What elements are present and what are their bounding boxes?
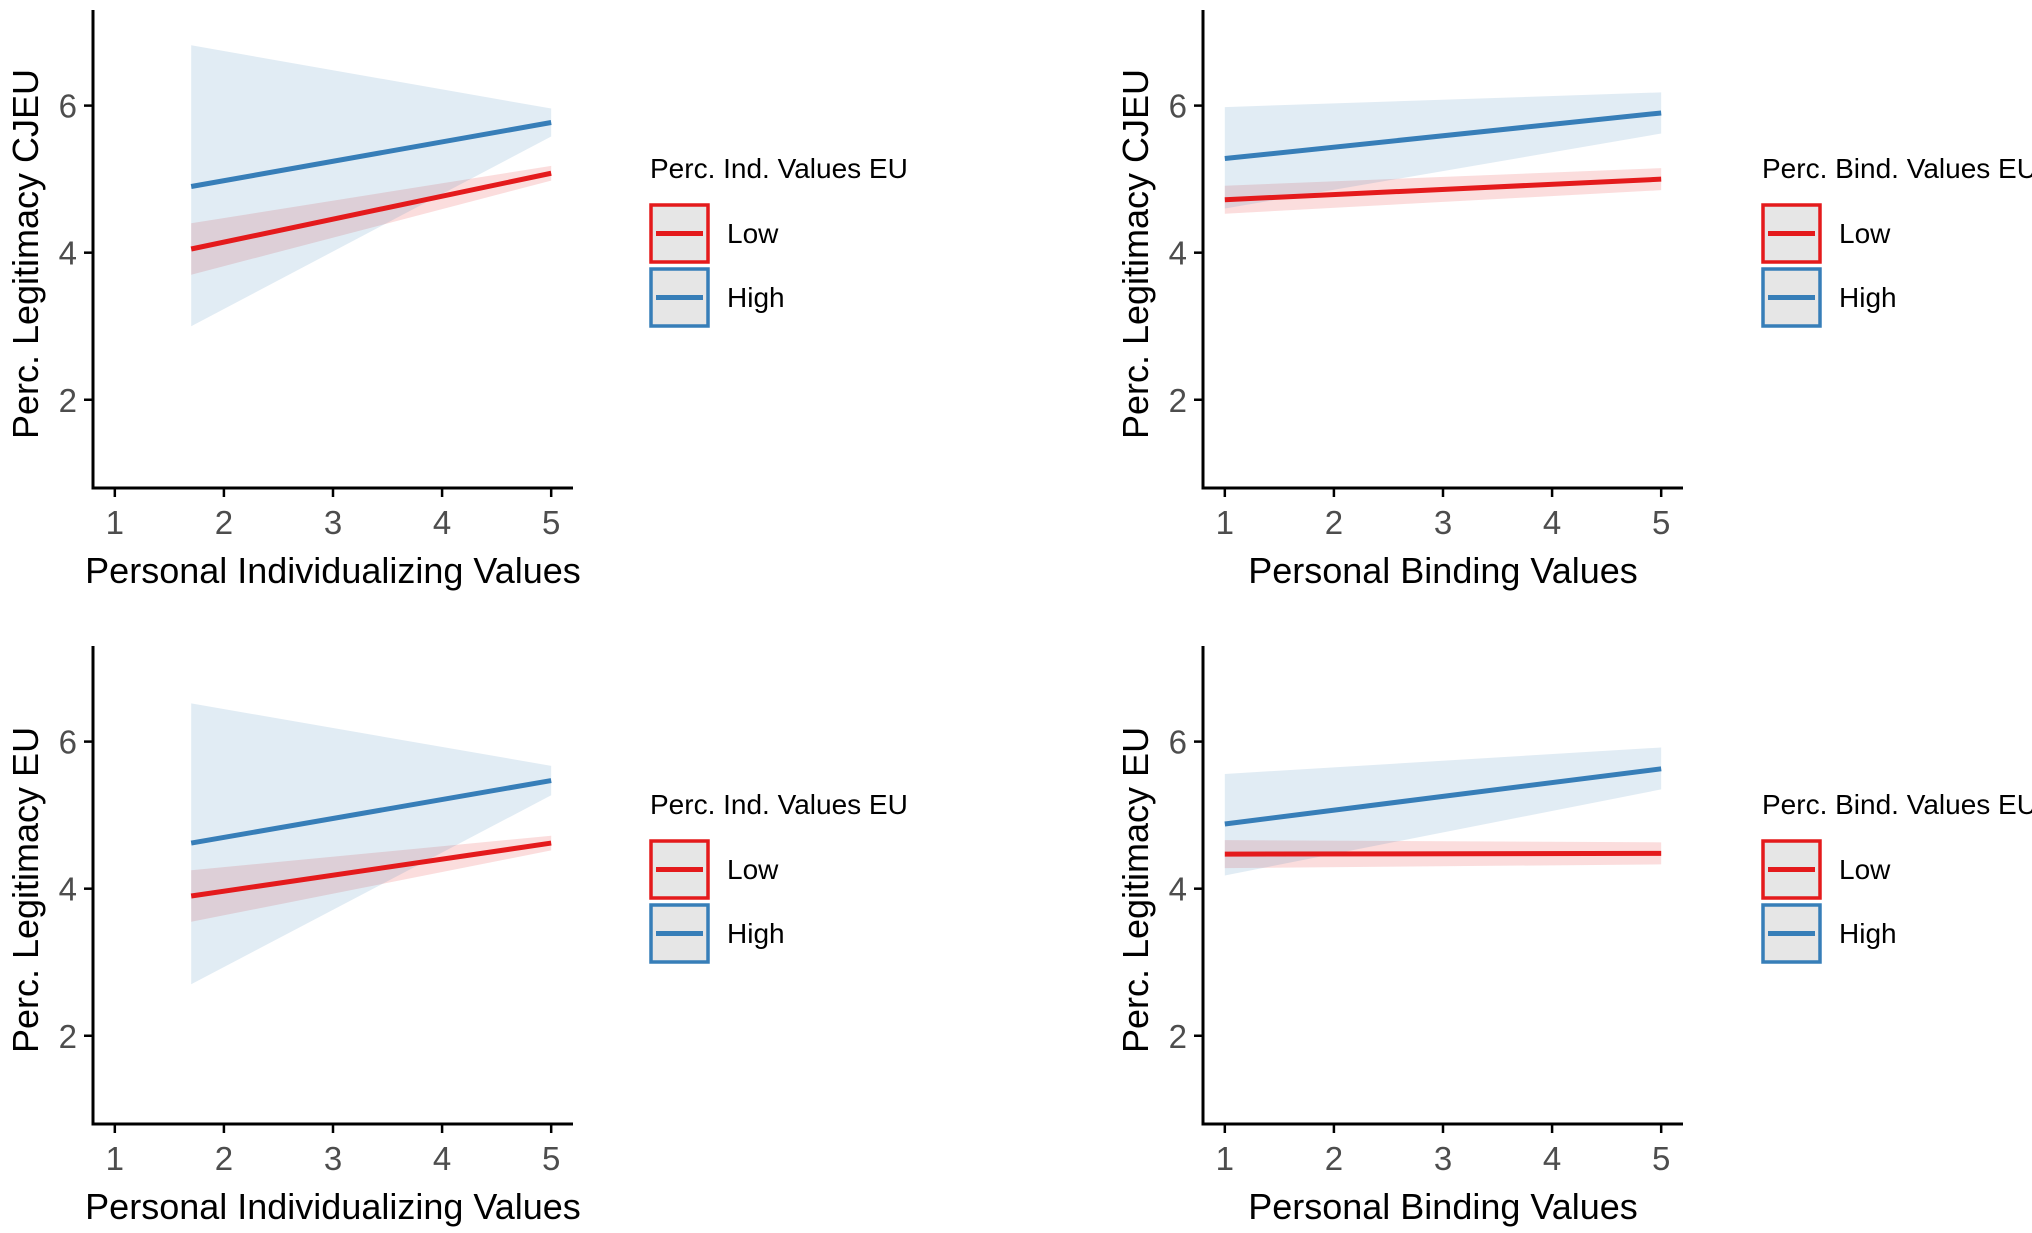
- line-low-bottom-left: [190, 840, 552, 899]
- ci-band-high-top-left: [191, 45, 552, 327]
- x-tick-label: 5: [1652, 504, 1670, 541]
- legend-label-high: High: [1839, 282, 1897, 313]
- y-tick-label: 2: [1169, 382, 1187, 419]
- x-axis-title: Personal Individualizing Values: [85, 1186, 581, 1227]
- x-axis-title: Personal Binding Values: [1248, 550, 1638, 591]
- x-tick-label: 3: [324, 504, 342, 541]
- x-tick-label: 4: [433, 1140, 451, 1177]
- ci-band-high-top-right: [1224, 92, 1662, 209]
- line-low-top-right: [1224, 176, 1662, 203]
- legend-label-low: Low: [1839, 218, 1891, 249]
- y-axis-title: Perc. Legitimacy CJEU: [1115, 69, 1156, 439]
- y-tick-label: 6: [1169, 724, 1187, 761]
- y-axis-title: Perc. Legitimacy EU: [1115, 727, 1156, 1053]
- y-tick-label: 2: [59, 1018, 77, 1055]
- legend: Perc. Ind. Values EU Low High: [649, 789, 908, 964]
- chart-panel-top-left: 1 2 3 4 5 2 4 6 Personal Individualizing Values P…: [5, 10, 908, 591]
- x-tick-label: 2: [1325, 504, 1343, 541]
- line-low-bottom-right: [1224, 850, 1662, 857]
- legend-title: Perc. Bind. Values EU: [1762, 789, 2032, 820]
- legend-label-low: Low: [727, 854, 779, 885]
- y-tick-label: 2: [59, 382, 77, 419]
- x-tick-label: 3: [324, 1140, 342, 1177]
- x-tick-label: 4: [433, 504, 451, 541]
- legend-title: Perc. Ind. Values EU: [650, 153, 908, 184]
- x-tick-label: 5: [1652, 1140, 1670, 1177]
- line-low-top-left: [190, 170, 552, 252]
- x-tick-label: 2: [215, 504, 233, 541]
- line-high-bottom-right: [1224, 766, 1662, 827]
- x-tick-label: 1: [1216, 1140, 1234, 1177]
- chart-panel-bottom-left: 1 2 3 4 5 2 4 6 Personal Individualizing Values P…: [5, 646, 908, 1227]
- y-tick-label: 6: [59, 88, 77, 125]
- x-tick-label: 1: [106, 1140, 124, 1177]
- legend-title: Perc. Ind. Values EU: [650, 789, 908, 820]
- y-tick-label: 6: [1169, 88, 1187, 125]
- y-tick-label: 2: [1169, 1018, 1187, 1055]
- x-axis-title: Personal Binding Values: [1248, 1186, 1638, 1227]
- line-high-top-left: [190, 120, 552, 189]
- x-axis-title: Personal Individualizing Values: [85, 550, 581, 591]
- x-tick-label: 1: [1216, 504, 1234, 541]
- chart-panel-bottom-right: 1 2 3 4 5 2 4 6 Personal Binding Values Perc. Leg…: [1115, 646, 2032, 1227]
- x-tick-label: 3: [1434, 1140, 1452, 1177]
- x-tick-label: 5: [542, 504, 560, 541]
- legend-title: Perc. Bind. Values EU: [1762, 153, 2032, 184]
- ci-band-high-bottom-right: [1224, 747, 1662, 876]
- legend-label-high: High: [727, 918, 785, 949]
- x-tick-label: 2: [215, 1140, 233, 1177]
- chart-panel-top-right: 1 2 3 4 5 2 4 6 Personal Binding Values Perc. Leg…: [1115, 10, 2032, 591]
- legend-label-high: High: [1839, 918, 1897, 949]
- x-tick-label: 3: [1434, 504, 1452, 541]
- y-axis-title: Perc. Legitimacy EU: [5, 727, 46, 1053]
- legend: Perc. Bind. Values EU Low High: [1761, 789, 2032, 964]
- x-tick-label: 4: [1543, 504, 1561, 541]
- y-tick-label: 4: [59, 235, 77, 272]
- y-tick-label: 4: [59, 871, 77, 908]
- y-tick-label: 6: [59, 724, 77, 761]
- legend-label-low: Low: [727, 218, 779, 249]
- x-tick-label: 4: [1543, 1140, 1561, 1177]
- legend-label-low: Low: [1839, 854, 1891, 885]
- x-tick-label: 1: [106, 504, 124, 541]
- legend: Perc. Bind. Values EU Low High: [1761, 153, 2032, 328]
- legend: Perc. Ind. Values EU Low High: [649, 153, 908, 328]
- line-high-top-right: [1224, 110, 1662, 162]
- y-tick-label: 4: [1169, 871, 1187, 908]
- line-high-bottom-left: [190, 778, 552, 846]
- y-tick-label: 4: [1169, 235, 1187, 272]
- legend-label-high: High: [727, 282, 785, 313]
- x-tick-label: 2: [1325, 1140, 1343, 1177]
- ci-band-high-bottom-left: [191, 703, 552, 985]
- y-axis-title: Perc. Legitimacy CJEU: [5, 69, 46, 439]
- x-tick-label: 5: [542, 1140, 560, 1177]
